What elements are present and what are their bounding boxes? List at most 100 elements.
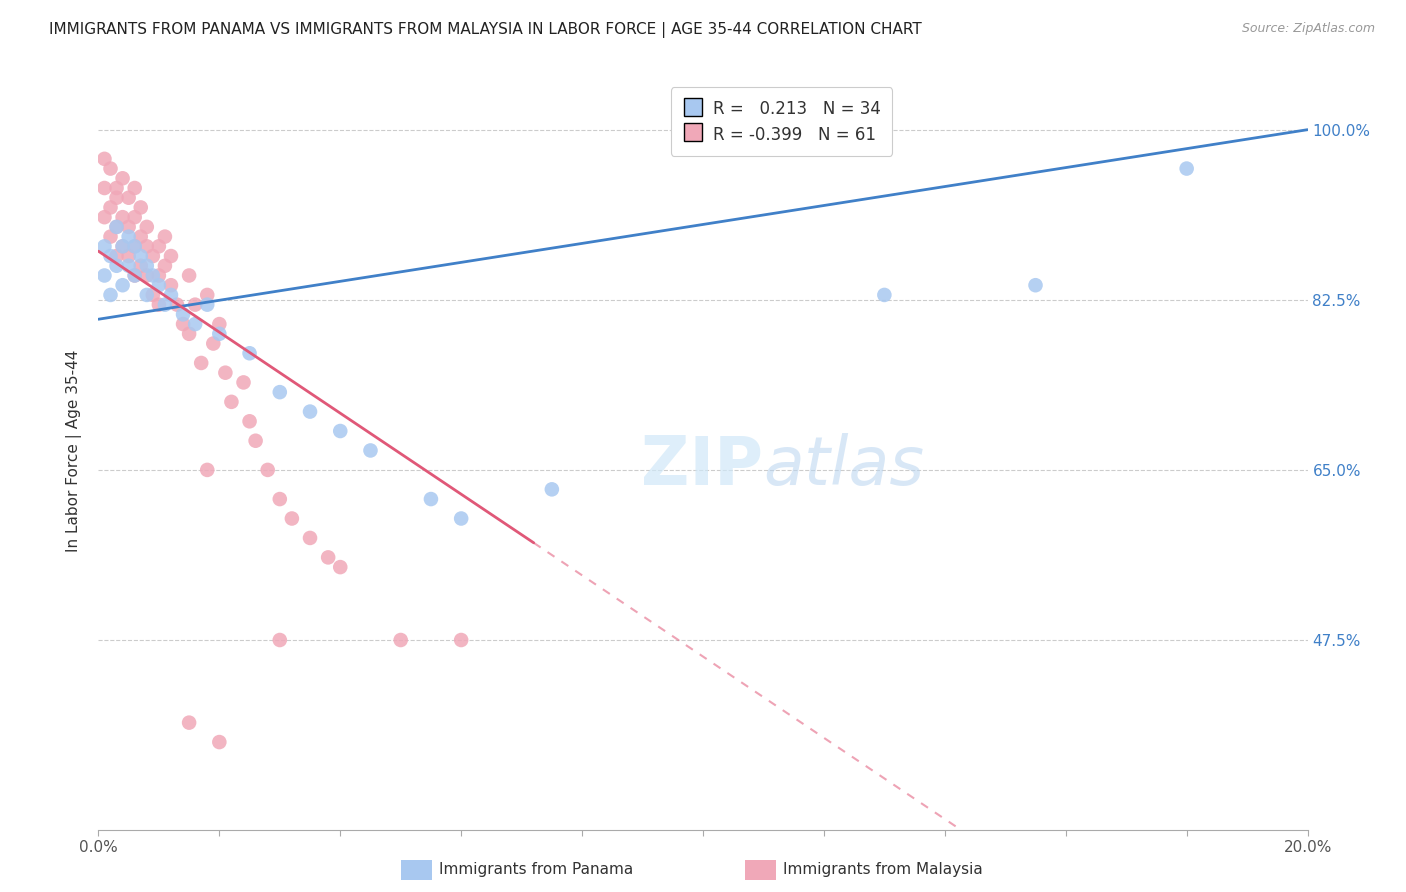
Point <box>105 219 128 234</box>
Point <box>153 229 176 244</box>
Point <box>111 239 134 253</box>
Point <box>195 288 218 302</box>
Point <box>118 259 141 273</box>
Point <box>100 201 122 215</box>
Point <box>105 219 128 234</box>
Point <box>129 229 152 244</box>
Point <box>179 715 201 730</box>
Point <box>160 288 183 302</box>
Point <box>100 249 122 263</box>
Point <box>389 633 412 648</box>
Point <box>329 424 352 438</box>
Point <box>148 278 170 293</box>
Point <box>190 356 212 370</box>
Point <box>184 317 207 331</box>
Point <box>172 317 194 331</box>
Point <box>118 191 141 205</box>
Point <box>214 366 236 380</box>
Point <box>450 511 472 525</box>
Text: atlas: atlas <box>763 433 925 499</box>
Point <box>111 239 134 253</box>
Point <box>208 326 231 341</box>
Point <box>202 336 225 351</box>
Point <box>142 249 165 263</box>
Point <box>135 239 157 253</box>
Point <box>160 249 183 263</box>
Point <box>208 317 231 331</box>
Point <box>256 463 278 477</box>
Point <box>232 376 254 390</box>
Point <box>221 395 243 409</box>
Point <box>239 414 262 428</box>
Point <box>184 298 207 312</box>
Point <box>1175 161 1198 176</box>
Point <box>281 511 304 525</box>
Point <box>105 191 128 205</box>
Point <box>316 550 339 565</box>
Point <box>420 491 443 506</box>
Point <box>299 531 322 545</box>
Point <box>195 298 218 312</box>
Point <box>100 229 122 244</box>
Point <box>129 259 152 273</box>
Point <box>148 298 170 312</box>
Point <box>135 268 157 283</box>
Point <box>93 152 115 166</box>
Text: ZIP: ZIP <box>641 433 763 499</box>
Point <box>124 268 146 283</box>
Point <box>179 326 201 341</box>
Point <box>93 268 115 283</box>
Point <box>142 268 165 283</box>
Text: Immigrants from Panama: Immigrants from Panama <box>439 863 633 877</box>
Point <box>153 259 176 273</box>
Point <box>166 298 188 312</box>
Point <box>129 201 152 215</box>
Point <box>299 404 322 418</box>
Legend: R =   0.213   N = 34, R = -0.399   N = 61: R = 0.213 N = 34, R = -0.399 N = 61 <box>671 87 893 156</box>
Point <box>329 560 352 574</box>
Point <box>124 268 146 283</box>
Point <box>124 239 146 253</box>
Point <box>93 239 115 253</box>
Y-axis label: In Labor Force | Age 35-44: In Labor Force | Age 35-44 <box>66 350 83 551</box>
Point <box>105 259 128 273</box>
Point <box>135 288 157 302</box>
Point <box>124 210 146 224</box>
Point <box>105 181 128 195</box>
Point <box>142 288 165 302</box>
Point <box>111 278 134 293</box>
Point <box>172 307 194 321</box>
Point <box>269 385 291 400</box>
Point <box>208 735 231 749</box>
Point <box>269 491 291 506</box>
Point <box>135 259 157 273</box>
Point <box>135 219 157 234</box>
Point <box>360 443 382 458</box>
Point <box>1024 278 1046 293</box>
Point <box>118 229 141 244</box>
Point <box>540 483 562 497</box>
Point <box>118 219 141 234</box>
Point <box>111 210 134 224</box>
Point <box>179 268 201 283</box>
Point <box>450 633 472 648</box>
Text: Source: ZipAtlas.com: Source: ZipAtlas.com <box>1241 22 1375 36</box>
Point <box>100 288 122 302</box>
Point <box>269 633 291 648</box>
Point <box>111 171 134 186</box>
Point <box>105 249 128 263</box>
Point <box>124 239 146 253</box>
Text: IMMIGRANTS FROM PANAMA VS IMMIGRANTS FROM MALAYSIA IN LABOR FORCE | AGE 35-44 CO: IMMIGRANTS FROM PANAMA VS IMMIGRANTS FRO… <box>49 22 922 38</box>
Point <box>195 463 218 477</box>
Point <box>153 298 176 312</box>
Point <box>100 161 122 176</box>
Point <box>148 239 170 253</box>
Point <box>124 181 146 195</box>
Point <box>239 346 262 360</box>
Point <box>148 268 170 283</box>
Point <box>93 181 115 195</box>
Text: Immigrants from Malaysia: Immigrants from Malaysia <box>783 863 983 877</box>
Point <box>118 249 141 263</box>
Point <box>93 210 115 224</box>
Point <box>873 288 896 302</box>
